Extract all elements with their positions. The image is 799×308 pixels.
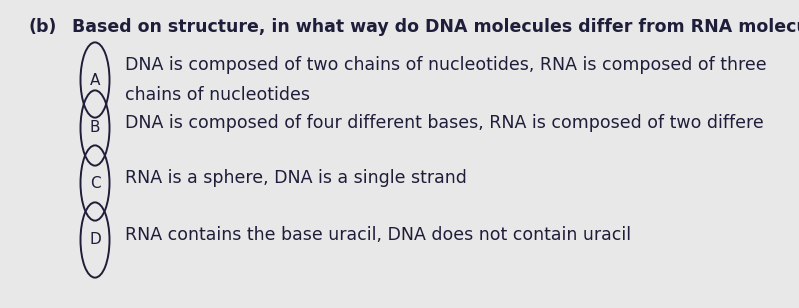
Text: chains of nucleotides: chains of nucleotides bbox=[125, 86, 310, 104]
Text: DNA is composed of two chains of nucleotides, RNA is composed of three: DNA is composed of two chains of nucleot… bbox=[125, 56, 766, 74]
Text: DNA is composed of four different bases, RNA is composed of two differe: DNA is composed of four different bases,… bbox=[125, 114, 764, 132]
Text: (b): (b) bbox=[28, 18, 57, 36]
Text: Based on structure, in what way do DNA molecules differ from RNA molecules?: Based on structure, in what way do DNA m… bbox=[72, 18, 799, 36]
Text: B: B bbox=[89, 120, 100, 136]
Text: RNA is a sphere, DNA is a single strand: RNA is a sphere, DNA is a single strand bbox=[125, 169, 467, 187]
Text: C: C bbox=[89, 176, 101, 191]
Text: RNA contains the base uracil, DNA does not contain uracil: RNA contains the base uracil, DNA does n… bbox=[125, 226, 631, 244]
Text: D: D bbox=[89, 233, 101, 248]
Text: A: A bbox=[89, 72, 100, 87]
